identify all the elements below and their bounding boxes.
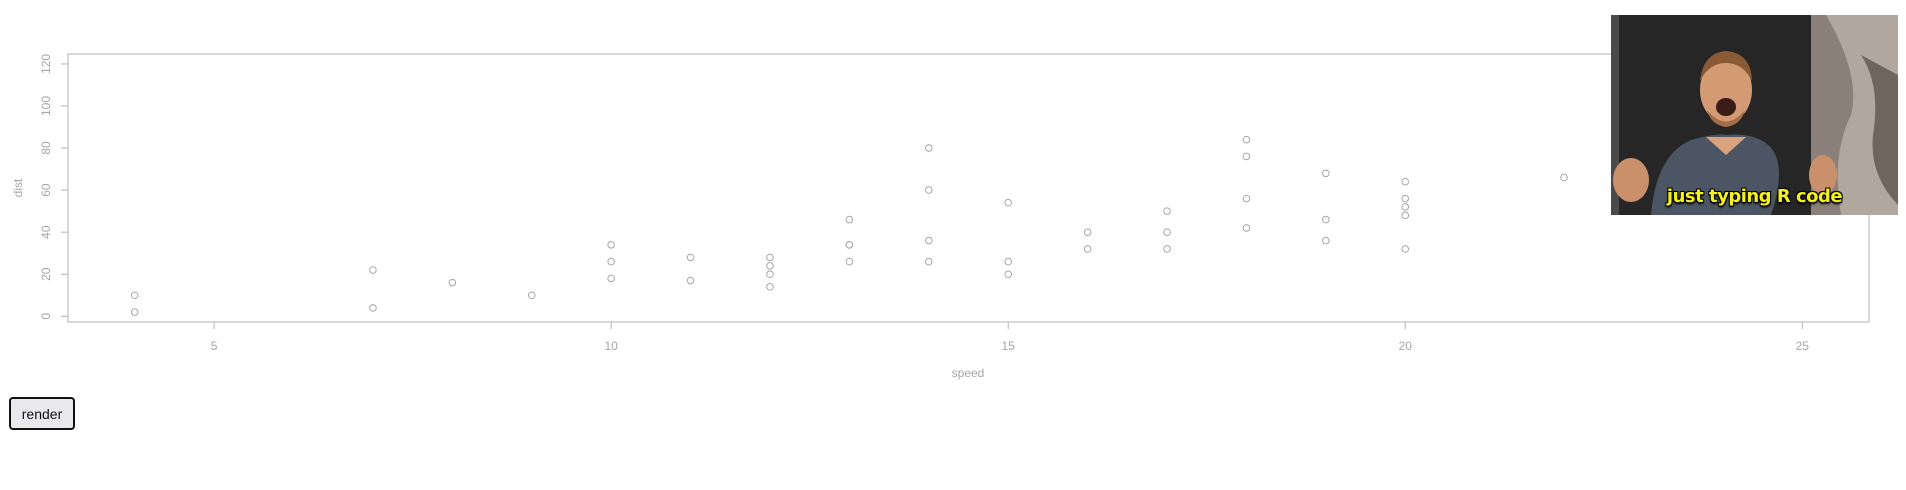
y-tick-label: 40 [39,225,53,239]
scatter-point [1004,270,1013,279]
scatter-point [766,283,774,291]
plot-frame [67,53,1870,323]
scatter-point [1163,207,1171,215]
scatter-point [1401,194,1410,203]
scatter-point [1242,152,1251,161]
scatter-point [1322,215,1330,224]
scatter-point [1401,203,1410,211]
y-axis: 0 20 40 60 80 100 120 [39,54,69,320]
y-tick-label: 80 [39,141,53,155]
scatter-point [766,262,774,270]
scatter-point [845,240,854,249]
x-tick-label: 5 [211,339,218,353]
scatter-point [448,278,457,287]
scatter-point [130,308,139,316]
scatter-point [766,253,774,262]
gif-caption: just typing R code [1666,186,1843,207]
data-points [130,135,1568,316]
scatter-point [845,215,854,224]
scatter-point [1083,228,1092,236]
reaction-gif-image [1611,15,1898,215]
scatter-point [686,253,695,262]
scatter-point [1322,236,1330,245]
y-tick-label: 0 [39,313,53,320]
scatter-point [1004,257,1013,266]
scatter-point [1322,169,1330,178]
scatter-point [1163,245,1171,253]
scatter-point [1242,135,1251,144]
scatter-point [924,257,933,266]
reaction-gif: just typing R code [1611,15,1898,215]
y-tick-label: 120 [39,54,53,74]
x-axis: 5 10 15 20 25 [211,321,1810,353]
scatter-point [1163,228,1171,236]
scatter-point [130,291,139,300]
scatter-point [369,266,377,274]
scatter-point [527,291,536,300]
scatter-point [1401,211,1410,220]
scatter-point [766,270,774,279]
scatter-point [1242,224,1251,232]
x-tick-label: 25 [1796,339,1810,353]
x-tick-label: 15 [1002,339,1016,353]
y-tick-label: 60 [39,183,53,197]
x-axis-label: speed [952,366,985,380]
scatter-point [369,304,377,312]
scatter-point [924,144,933,152]
scatter-point [1560,173,1568,182]
x-tick-label: 10 [604,339,618,353]
scatter-point [1401,245,1410,253]
x-tick-label: 20 [1399,339,1413,353]
y-tick-label: 100 [39,96,53,116]
scatter-point [607,274,615,283]
scatter-point [845,257,854,266]
render-button[interactable]: render [9,397,75,430]
scatter-point [924,236,933,245]
scatter-point [1004,198,1013,207]
scatter-plot: 5 10 15 20 25 0 20 40 60 80 100 120 speed dist [11,53,1870,380]
y-axis-label: dist [11,178,25,197]
scatter-point [686,276,695,285]
scatter-point [607,240,615,249]
scatter-point [607,257,615,266]
scatter-point [924,186,933,194]
y-tick-label: 20 [39,267,53,281]
scatter-point [1242,194,1251,203]
scatter-point [1083,245,1092,253]
scatter-point [1401,177,1410,186]
